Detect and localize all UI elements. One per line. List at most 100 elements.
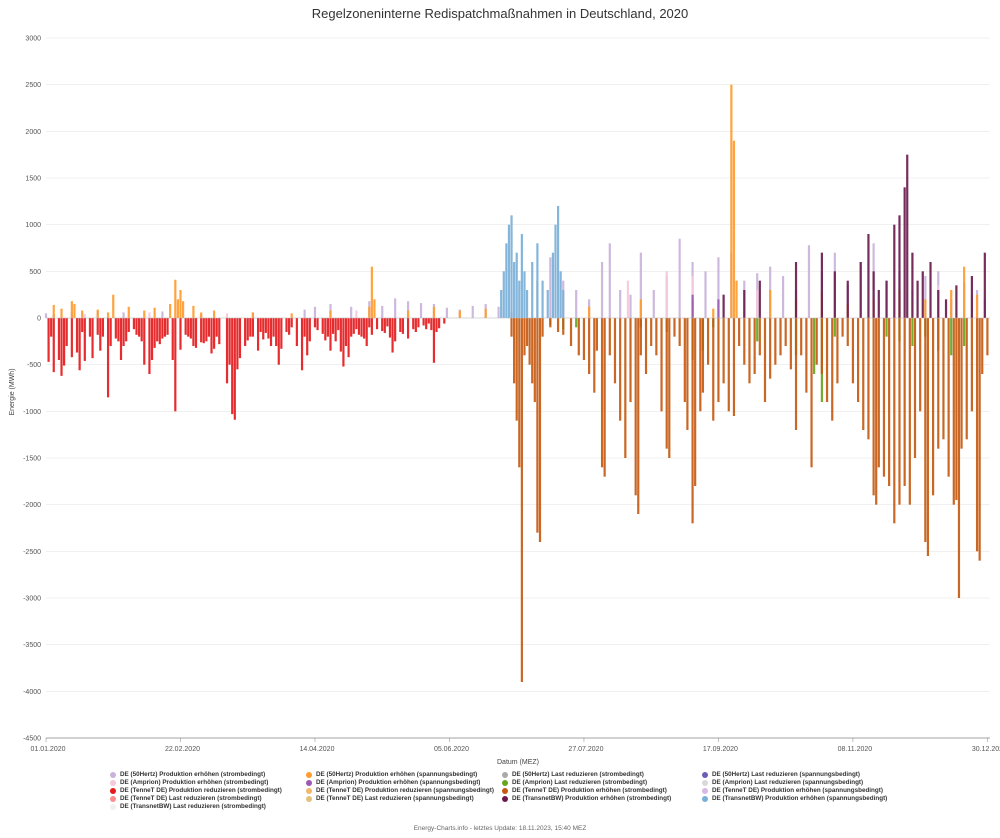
bar bbox=[872, 271, 875, 318]
bar bbox=[738, 318, 741, 346]
bar bbox=[575, 290, 578, 318]
bar bbox=[885, 280, 888, 318]
bar bbox=[140, 318, 143, 342]
bar bbox=[629, 294, 632, 318]
bar bbox=[225, 318, 229, 384]
bar bbox=[153, 307, 156, 318]
legend-marker-icon bbox=[306, 772, 312, 778]
legend-label: DE (TenneT DE) Produktion reduzieren (st… bbox=[120, 787, 282, 794]
bar bbox=[753, 318, 756, 374]
x-tick-label: 30.12.2020 bbox=[972, 746, 1000, 753]
bar bbox=[756, 290, 759, 318]
bar bbox=[303, 309, 306, 318]
bar bbox=[937, 318, 940, 449]
y-tick-label: -2500 bbox=[23, 549, 41, 556]
bar bbox=[712, 318, 715, 421]
bar bbox=[213, 310, 216, 318]
bar bbox=[316, 318, 319, 331]
bar bbox=[706, 318, 710, 365]
bar bbox=[732, 140, 736, 318]
bar bbox=[743, 290, 746, 318]
bar bbox=[277, 318, 280, 365]
bar bbox=[957, 318, 961, 598]
bar bbox=[285, 318, 288, 332]
bar bbox=[422, 318, 425, 326]
bar bbox=[701, 318, 705, 393]
bar bbox=[326, 318, 330, 337]
bar bbox=[513, 262, 516, 318]
bar bbox=[96, 309, 99, 318]
bar bbox=[932, 318, 935, 496]
bar bbox=[386, 318, 389, 327]
bar bbox=[70, 318, 73, 358]
bar bbox=[888, 318, 891, 486]
bar bbox=[541, 280, 544, 318]
bar bbox=[937, 290, 940, 318]
bar bbox=[541, 318, 544, 337]
bar bbox=[924, 299, 927, 318]
y-tick-label: -500 bbox=[27, 362, 41, 369]
bar bbox=[846, 280, 849, 318]
series-10 bbox=[510, 318, 989, 682]
bar bbox=[722, 318, 725, 384]
bar bbox=[161, 311, 164, 318]
bar bbox=[88, 318, 92, 337]
bar bbox=[546, 290, 549, 318]
bar bbox=[921, 271, 924, 318]
bar bbox=[57, 318, 61, 360]
bar bbox=[820, 252, 823, 318]
bar bbox=[810, 318, 813, 468]
bar bbox=[531, 262, 534, 318]
bar bbox=[47, 318, 50, 362]
bar bbox=[432, 318, 436, 363]
x-tick-label: 17.09.2020 bbox=[703, 746, 738, 753]
bar bbox=[150, 318, 154, 360]
legend-label: DE (TenneT DE) Produktion erhöhen (spann… bbox=[712, 787, 883, 794]
bar bbox=[960, 318, 963, 449]
bar bbox=[593, 318, 596, 393]
bar bbox=[63, 318, 66, 366]
series-0 bbox=[44, 238, 986, 318]
bar bbox=[176, 299, 180, 318]
data-bars bbox=[44, 84, 989, 682]
y-tick-label: 2500 bbox=[25, 82, 41, 89]
bar bbox=[119, 318, 123, 360]
bar bbox=[686, 318, 689, 430]
bar bbox=[978, 318, 981, 561]
bar bbox=[187, 318, 190, 337]
bar bbox=[419, 303, 423, 318]
bar bbox=[722, 294, 725, 318]
bar bbox=[200, 312, 203, 318]
bar bbox=[727, 318, 730, 412]
bar bbox=[637, 318, 640, 514]
bar bbox=[983, 252, 986, 318]
y-tick-label: 500 bbox=[29, 269, 41, 276]
bar bbox=[955, 318, 958, 500]
bar bbox=[882, 318, 886, 477]
legend-marker-icon bbox=[502, 780, 508, 786]
legend-marker-icon bbox=[306, 796, 312, 802]
bar bbox=[986, 318, 989, 356]
bar bbox=[732, 318, 736, 416]
y-axis-ticks: 3000 2500 2000 1500 1000 500 0 -500 -1000 -1500 -2… bbox=[23, 36, 41, 743]
bar bbox=[122, 318, 125, 346]
bar bbox=[678, 318, 681, 346]
bar bbox=[903, 318, 906, 486]
bar bbox=[575, 318, 578, 328]
bar bbox=[926, 318, 930, 556]
bar bbox=[523, 318, 526, 356]
bar bbox=[256, 318, 260, 351]
x-tick-label: 14.04.2020 bbox=[299, 746, 334, 753]
bar bbox=[225, 313, 229, 318]
bar bbox=[515, 318, 518, 421]
legend-marker-icon bbox=[502, 772, 508, 778]
bar bbox=[313, 306, 317, 318]
bar bbox=[401, 318, 405, 334]
legend-label: DE (TenneT DE) Produktion reduzieren (sp… bbox=[316, 787, 494, 794]
bar bbox=[624, 318, 627, 458]
bar bbox=[981, 318, 984, 374]
bar bbox=[184, 318, 187, 335]
bar bbox=[851, 318, 855, 384]
bar bbox=[525, 318, 529, 346]
bar bbox=[875, 318, 878, 505]
